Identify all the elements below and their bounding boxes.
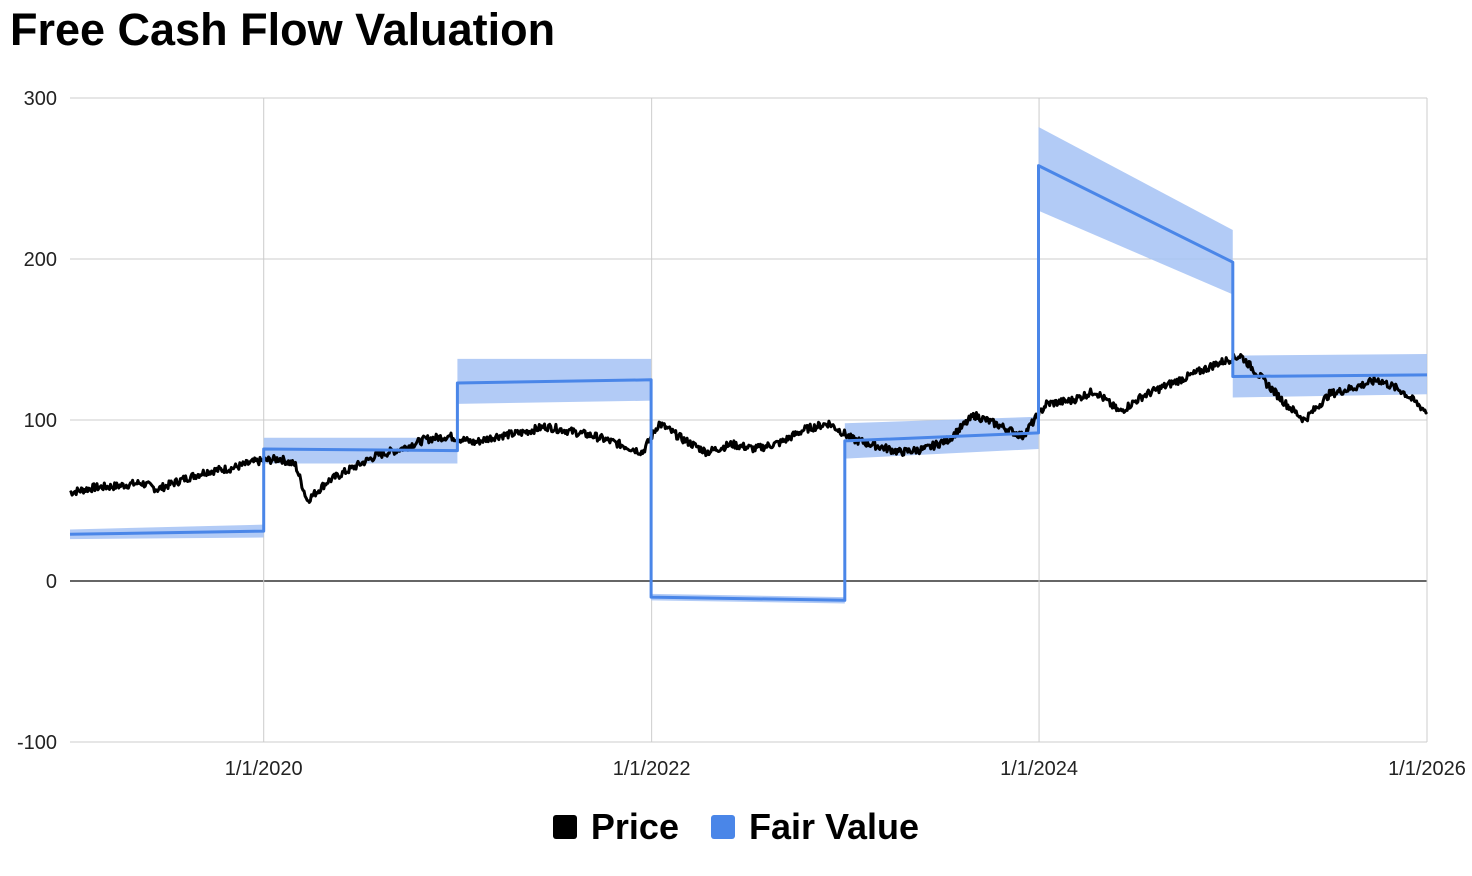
y-tick-label: -100 — [17, 732, 57, 754]
x-tick-label: 1/1/2024 — [1000, 758, 1078, 780]
price-line — [69, 352, 1429, 504]
legend-label-price: Price — [590, 806, 679, 847]
y-tick-label: 100 — [24, 410, 57, 432]
chart-title: Free Cash Flow Valuation — [10, 4, 556, 55]
x-tick-label: 1/1/2020 — [225, 758, 303, 780]
legend-item-price: Price — [552, 806, 679, 848]
y-tick-label: 0 — [46, 571, 57, 593]
chart-legend: Price Fair Value — [0, 806, 1472, 848]
y-tick-label: 200 — [24, 249, 57, 271]
x-tick-label: 1/1/2022 — [613, 758, 691, 780]
legend-swatch-fair-value — [710, 815, 735, 839]
y-tick-label: 300 — [24, 88, 57, 110]
legend-swatch-price — [552, 815, 577, 839]
fair-value-line — [69, 164, 1428, 602]
legend-label-fair-value: Fair Value — [748, 806, 920, 847]
chart-area: 300 200 100 0 -100 1/1/2020 1/1/2022 1/1/2024 1/… — [17, 88, 1466, 780]
legend-item-fair-value: Fair Value — [710, 806, 920, 848]
fair-value-band — [1038, 126, 1233, 295]
x-tick-label: 1/1/2026 — [1388, 758, 1466, 780]
